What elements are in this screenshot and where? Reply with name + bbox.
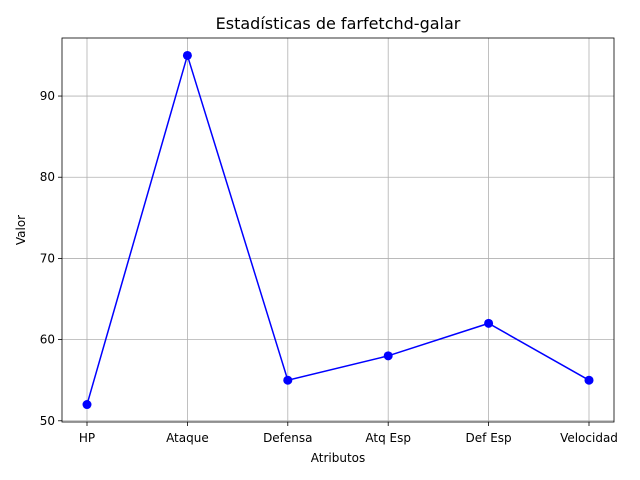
series bbox=[82, 50, 594, 410]
x-tick-label: HP bbox=[79, 431, 95, 445]
series-line bbox=[86, 52, 590, 405]
plot-frame bbox=[61, 37, 615, 423]
grid bbox=[62, 38, 614, 422]
y-axis-ticks: 50 60 70 80 90 bbox=[40, 89, 62, 428]
data-point bbox=[283, 375, 293, 385]
y-axis-label: Valor bbox=[14, 215, 28, 245]
y-tick-label: 70 bbox=[40, 251, 55, 265]
y-tick-label: 80 bbox=[40, 170, 55, 184]
x-tick-label: Defensa bbox=[263, 431, 312, 445]
x-tick-label: Ataque bbox=[166, 431, 209, 445]
data-point bbox=[82, 400, 92, 410]
x-tick-label: Def Esp bbox=[466, 431, 512, 445]
x-tick-label: Atq Esp bbox=[365, 431, 411, 445]
y-tick-label: 90 bbox=[40, 89, 55, 103]
data-point bbox=[584, 375, 594, 385]
y-tick-label: 50 bbox=[40, 414, 55, 428]
data-point bbox=[182, 50, 192, 60]
x-axis-ticks: HP Ataque Defensa Atq Esp Def Esp Velocidad bbox=[79, 422, 618, 445]
y-tick-label: 60 bbox=[40, 333, 55, 347]
x-tick-label: Velocidad bbox=[560, 431, 618, 445]
data-point bbox=[383, 351, 393, 361]
data-point bbox=[484, 318, 494, 328]
chart-title: Estadísticas de farfetchd-galar bbox=[216, 14, 461, 33]
x-axis-label: Atributos bbox=[311, 451, 366, 465]
